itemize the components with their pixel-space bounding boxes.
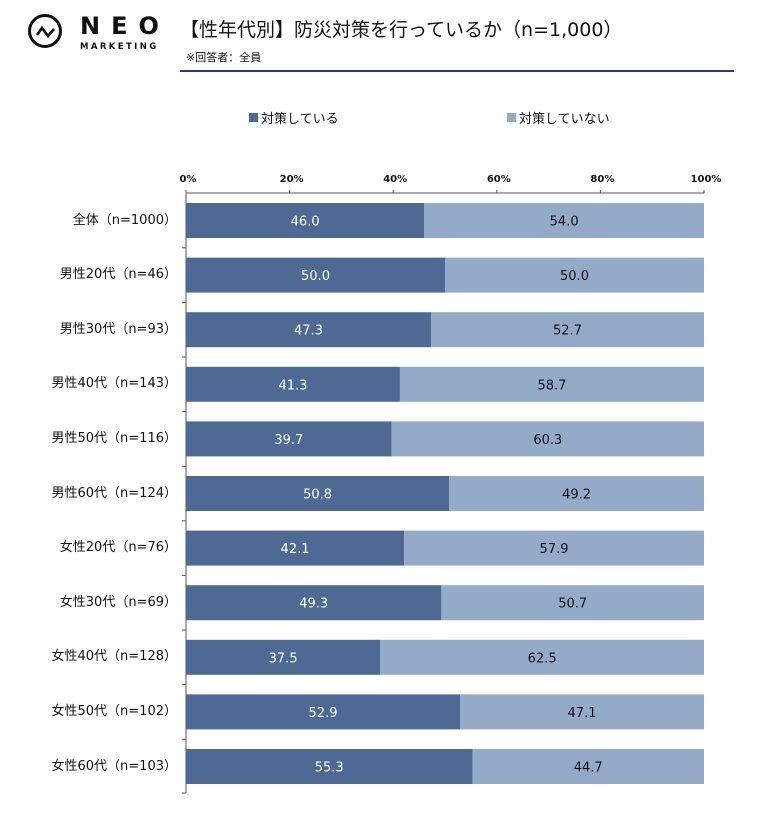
bar-value-label: 52.9 <box>309 706 338 721</box>
category-label: 男性30代（n=93） <box>59 321 177 337</box>
x-tick-label: 20% <box>279 174 304 185</box>
bar-value-label: 37.5 <box>269 651 298 666</box>
x-tick-label: 80% <box>590 174 615 185</box>
bar-segment-not-doing <box>449 476 704 511</box>
bar-segment-not-doing <box>472 749 704 784</box>
category-label: 女性60代（n=103） <box>51 758 178 774</box>
bar-value-label: 49.3 <box>299 597 328 612</box>
category-label: 男性50代（n=116） <box>51 430 178 446</box>
bar-segment-doing <box>186 749 473 784</box>
chart-title: 【性年代別】防災対策を行っているか（n=1,000） <box>180 19 623 41</box>
bar-value-label: 60.3 <box>533 433 562 448</box>
bar-segment-doing <box>186 530 405 566</box>
bar-value-label: 50.7 <box>558 597 587 612</box>
category-label: 男性40代（n=143） <box>51 376 178 392</box>
logo-text: NEO <box>80 12 170 40</box>
bar-segment-doing <box>186 476 450 511</box>
bar-value-label: 47.3 <box>294 324 323 339</box>
bar-value-label: 39.7 <box>274 433 303 448</box>
bar-value-label: 50.8 <box>303 488 332 503</box>
bar-segment-not-doing <box>424 203 704 238</box>
category-label: 男性60代（n=124） <box>51 485 178 501</box>
legend-item-series-2: 対策していない <box>507 108 610 127</box>
bar-segment-doing <box>186 421 392 457</box>
legend-label: 対策している <box>261 112 339 127</box>
category-label: 女性30代（n=69） <box>59 594 177 610</box>
bar-segment-not-doing <box>380 639 704 675</box>
bar-segment-not-doing <box>404 530 704 566</box>
bar-value-label: 42.1 <box>281 542 310 557</box>
bar-segment-doing <box>186 366 400 402</box>
bar-segment-doing <box>186 585 442 621</box>
legend-swatch <box>507 113 516 122</box>
bar-segment-not-doing <box>460 694 704 730</box>
bar-segment-doing <box>186 694 461 730</box>
x-tick-label: 100% <box>690 174 722 185</box>
logo-wave-icon <box>28 14 62 48</box>
category-label: 女性40代（n=128） <box>51 649 178 665</box>
bar-segment-not-doing <box>431 312 704 348</box>
bar-value-label: 58.7 <box>537 378 566 393</box>
bar-segment-doing <box>186 639 381 675</box>
x-tick-label: 40% <box>383 174 408 185</box>
legend-label: 対策していない <box>519 112 610 127</box>
bar-segment-not-doing <box>399 366 704 402</box>
bar-value-label: 62.5 <box>528 651 557 666</box>
legend-swatch <box>249 113 258 122</box>
bar-segment-not-doing <box>391 421 704 457</box>
bar-value-label: 50.0 <box>560 269 589 284</box>
category-label: 女性50代（n=102） <box>51 703 178 719</box>
respondent-note: ※回答者：全員 <box>186 51 262 64</box>
bar-segment-doing <box>186 312 432 348</box>
category-label: 全体（n=1000） <box>72 212 177 228</box>
bar-value-label: 41.3 <box>278 378 307 393</box>
bar-value-label: 44.7 <box>574 761 603 776</box>
category-label: 男性20代（n=46） <box>59 267 177 283</box>
bar-segment-not-doing <box>441 585 704 621</box>
bar-segment-doing <box>186 203 425 238</box>
legend-item-series-1: 対策している <box>249 108 339 127</box>
bar-value-label: 55.3 <box>315 761 344 776</box>
bar-value-label: 57.9 <box>540 542 569 557</box>
logo-subtext: MARKETING <box>80 42 159 52</box>
neo-marketing-logo: NEO MARKETING <box>22 10 162 58</box>
x-tick-label: 60% <box>486 174 511 185</box>
bar-value-label: 52.7 <box>553 324 582 339</box>
category-label: 女性20代（n=76） <box>59 540 177 556</box>
bar-segment-doing <box>186 257 445 293</box>
title-divider <box>180 70 734 72</box>
bar-value-label: 54.0 <box>550 215 579 230</box>
bar-value-label: 50.0 <box>301 269 330 284</box>
bar-value-label: 46.0 <box>291 215 320 230</box>
bar-value-label: 49.2 <box>562 488 591 503</box>
x-tick-label: 0% <box>179 174 197 185</box>
bar-value-label: 47.1 <box>568 706 597 721</box>
bar-segment-not-doing <box>445 257 704 293</box>
